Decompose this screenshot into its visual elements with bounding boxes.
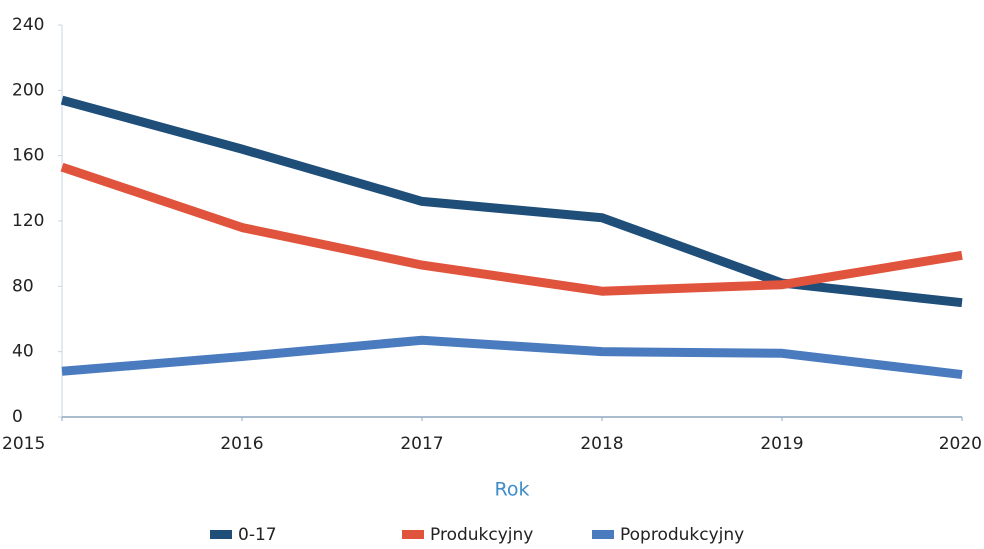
y-tick-label: 0 (12, 407, 23, 427)
x-tick-label: 2015 (2, 434, 45, 454)
legend-swatch (402, 530, 424, 539)
x-tick-label: 2020 (939, 434, 982, 454)
legend-swatch (592, 530, 614, 539)
y-tick-label: 160 (12, 146, 44, 166)
y-tick-label: 40 (12, 342, 34, 362)
legend-label: Poprodukcyjny (620, 525, 744, 545)
legend-label: Produkcyjny (430, 525, 533, 545)
x-axis-label: Rok (495, 479, 530, 501)
y-tick-label: 120 (12, 211, 44, 231)
x-tick-label: 2016 (220, 434, 263, 454)
y-tick-label: 240 (12, 15, 44, 35)
x-tick-label: 2017 (400, 434, 443, 454)
legend-swatch (210, 530, 232, 539)
series-line (61, 335, 963, 380)
y-tick-label: 80 (12, 276, 34, 296)
series-line (60, 162, 963, 296)
legend-label: 0-17 (238, 525, 277, 545)
x-tick-label: 2018 (580, 434, 623, 454)
x-tick-label: 2019 (760, 434, 803, 454)
series-line (60, 95, 963, 308)
y-tick-label: 200 (12, 80, 44, 100)
